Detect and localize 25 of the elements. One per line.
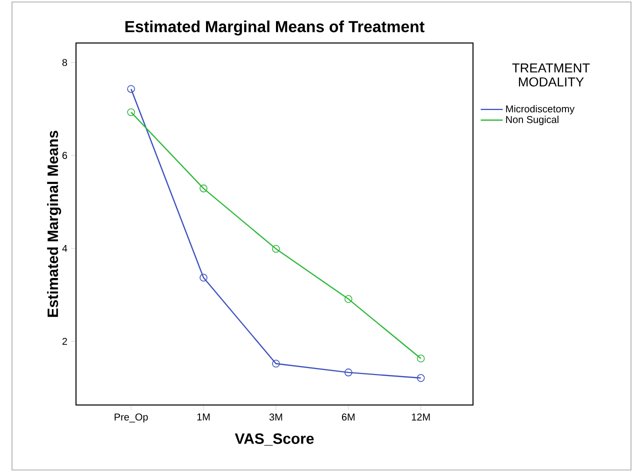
point xyxy=(344,295,352,303)
point xyxy=(272,360,280,368)
x-tick-label: 6M xyxy=(342,414,355,421)
x-tick-label: 1M xyxy=(197,414,210,420)
point xyxy=(127,85,135,93)
point xyxy=(272,244,280,253)
point xyxy=(200,274,208,282)
legend-label: Microdiscetomy xyxy=(506,105,575,114)
legend-label: Non Sugical xyxy=(506,116,558,126)
y-axis-title: Estimated Marginal Means xyxy=(47,130,62,317)
point xyxy=(416,354,425,362)
y-tick-label: 2 xyxy=(62,338,67,345)
point xyxy=(127,108,135,116)
point xyxy=(416,374,425,382)
y-tick-label: 4 xyxy=(62,244,68,252)
point xyxy=(344,368,352,376)
legend-title: TREATMENT MODALITY xyxy=(512,64,590,86)
x-tick-label: Pre_Op xyxy=(114,414,148,423)
x-axis-title: VAS_Score xyxy=(234,433,314,446)
point xyxy=(200,184,208,192)
chart-title: Estimated Marginal Means of Treatment xyxy=(125,20,424,36)
x-tick-label: 3M xyxy=(269,414,282,421)
y-tick-label: 6 xyxy=(62,152,68,159)
x-tick-label: 12M xyxy=(412,414,430,420)
y-tick-label: 8 xyxy=(62,58,68,66)
